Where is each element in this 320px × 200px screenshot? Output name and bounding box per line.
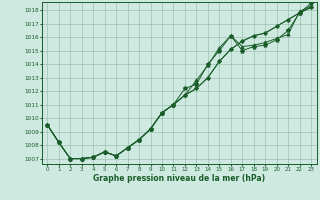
X-axis label: Graphe pression niveau de la mer (hPa): Graphe pression niveau de la mer (hPa) [93, 174, 265, 183]
